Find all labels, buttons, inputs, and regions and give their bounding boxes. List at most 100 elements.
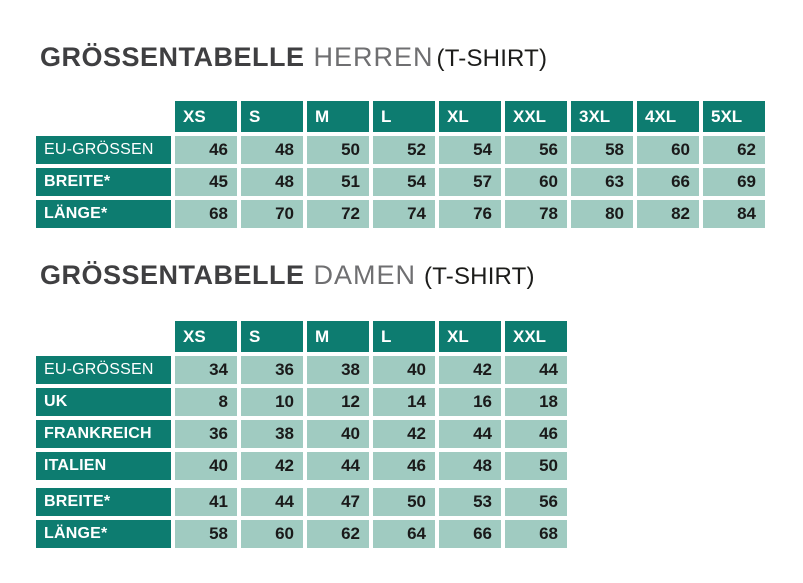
table-row: FRANKREICH 36 38 40 42 44 46 — [36, 420, 803, 448]
table-row: EU-GRÖSSEN 34 36 38 40 42 44 — [36, 356, 803, 384]
table-row: ITALIEN 40 42 44 46 48 50 — [36, 452, 803, 480]
size-value-cell: 58 — [175, 520, 237, 548]
table-row: BREITE* 45 48 51 54 57 60 63 66 69 — [36, 168, 803, 196]
table-title-variant: HERREN — [313, 42, 434, 72]
row-label: BREITE* — [36, 488, 171, 516]
size-value-cell: 42 — [439, 356, 501, 384]
table-row: BREITE* 41 44 47 50 53 56 — [36, 488, 803, 516]
row-label: EU-GRÖSSEN — [36, 136, 171, 164]
size-value-cell: 48 — [241, 136, 303, 164]
table-title-garment: (T-SHIRT) — [436, 45, 548, 72]
table-title-variant: DAMEN — [313, 260, 417, 290]
size-value-cell: 40 — [373, 356, 435, 384]
size-value-cell: 48 — [241, 168, 303, 196]
size-value-cell: 48 — [439, 452, 501, 480]
table-row: UK 8 10 12 14 16 18 — [36, 388, 803, 416]
size-value-cell: 44 — [505, 356, 567, 384]
size-value-cell: 34 — [175, 356, 237, 384]
size-header-row: XS S M L XL XXL — [36, 321, 803, 352]
size-value-cell: 66 — [637, 168, 699, 196]
size-value-cell: 42 — [373, 420, 435, 448]
herren-table-title: GRÖSSENTABELLE HERREN (T-SHIRT) — [40, 42, 803, 74]
size-value-cell: 62 — [307, 520, 369, 548]
size-value-cell: 52 — [373, 136, 435, 164]
table-title-main: GRÖSSENTABELLE — [40, 260, 305, 290]
row-label: EU-GRÖSSEN — [36, 356, 171, 384]
herren-size-table: XS S M L XL XXL 3XL 4XL 5XL EU-GRÖSSEN 46 48 50 52 54 5… — [36, 101, 803, 228]
size-column-header: 4XL — [637, 101, 699, 132]
size-value-cell: 46 — [175, 136, 237, 164]
size-column-header: M — [307, 101, 369, 132]
size-value-cell: 42 — [241, 452, 303, 480]
herren-size-section: GRÖSSENTABELLE HERREN (T-SHIRT) XS S M L XL XXL… — [36, 42, 803, 228]
row-label: ITALIEN — [36, 452, 171, 480]
size-value-cell: 82 — [637, 200, 699, 228]
size-value-cell: 58 — [571, 136, 633, 164]
damen-table-title: GRÖSSENTABELLE DAMEN (T-SHIRT) — [40, 260, 803, 292]
size-column-header: XS — [175, 101, 237, 132]
size-value-cell: 38 — [307, 356, 369, 384]
damen-size-table: XS S M L XL XXL EU-GRÖSSEN 34 36 38 40 42 44 UK 8 10 12 1… — [36, 321, 803, 548]
size-value-cell: 76 — [439, 200, 501, 228]
size-value-cell: 45 — [175, 168, 237, 196]
size-value-cell: 54 — [373, 168, 435, 196]
size-column-header: L — [373, 321, 435, 352]
size-column-header: S — [241, 321, 303, 352]
size-value-cell: 10 — [241, 388, 303, 416]
size-value-cell: 60 — [637, 136, 699, 164]
table-row: LÄNGE* 68 70 72 74 76 78 80 82 84 — [36, 200, 803, 228]
size-column-header: XS — [175, 321, 237, 352]
size-column-header: XL — [439, 101, 501, 132]
size-value-cell: 66 — [439, 520, 501, 548]
size-value-cell: 62 — [703, 136, 765, 164]
size-column-header: M — [307, 321, 369, 352]
header-spacer — [36, 321, 175, 352]
table-title-garment: (T-SHIRT) — [424, 263, 535, 290]
size-value-cell: 70 — [241, 200, 303, 228]
size-value-cell: 63 — [571, 168, 633, 196]
size-value-cell: 8 — [175, 388, 237, 416]
size-value-cell: 56 — [505, 136, 567, 164]
size-value-cell: 60 — [505, 168, 567, 196]
damen-size-section: GRÖSSENTABELLE DAMEN (T-SHIRT) XS S M L XL XXL E… — [36, 260, 803, 548]
size-value-cell: 78 — [505, 200, 567, 228]
row-label: UK — [36, 388, 171, 416]
size-value-cell: 50 — [505, 452, 567, 480]
size-value-cell: 72 — [307, 200, 369, 228]
size-value-cell: 68 — [505, 520, 567, 548]
size-value-cell: 12 — [307, 388, 369, 416]
table-title-main: GRÖSSENTABELLE — [40, 42, 305, 72]
table-row: LÄNGE* 58 60 62 64 66 68 — [36, 520, 803, 548]
size-value-cell: 16 — [439, 388, 501, 416]
table-row: EU-GRÖSSEN 46 48 50 52 54 56 58 60 62 — [36, 136, 803, 164]
size-value-cell: 56 — [505, 488, 567, 516]
size-value-cell: 36 — [241, 356, 303, 384]
size-value-cell: 69 — [703, 168, 765, 196]
size-value-cell: 51 — [307, 168, 369, 196]
size-value-cell: 40 — [175, 452, 237, 480]
size-column-header: 5XL — [703, 101, 765, 132]
size-value-cell: 46 — [373, 452, 435, 480]
size-value-cell: 50 — [373, 488, 435, 516]
size-column-header: XXL — [505, 101, 567, 132]
size-value-cell: 44 — [241, 488, 303, 516]
size-column-header: S — [241, 101, 303, 132]
size-header-row: XS S M L XL XXL 3XL 4XL 5XL — [36, 101, 803, 132]
size-value-cell: 14 — [373, 388, 435, 416]
size-value-cell: 57 — [439, 168, 501, 196]
row-label: LÄNGE* — [36, 200, 171, 228]
size-value-cell: 80 — [571, 200, 633, 228]
size-value-cell: 84 — [703, 200, 765, 228]
size-value-cell: 44 — [439, 420, 501, 448]
size-column-header: L — [373, 101, 435, 132]
size-column-header: 3XL — [571, 101, 633, 132]
size-column-header: XXL — [505, 321, 567, 352]
size-value-cell: 40 — [307, 420, 369, 448]
size-value-cell: 38 — [241, 420, 303, 448]
size-value-cell: 74 — [373, 200, 435, 228]
size-value-cell: 18 — [505, 388, 567, 416]
size-value-cell: 54 — [439, 136, 501, 164]
size-value-cell: 44 — [307, 452, 369, 480]
size-value-cell: 36 — [175, 420, 237, 448]
